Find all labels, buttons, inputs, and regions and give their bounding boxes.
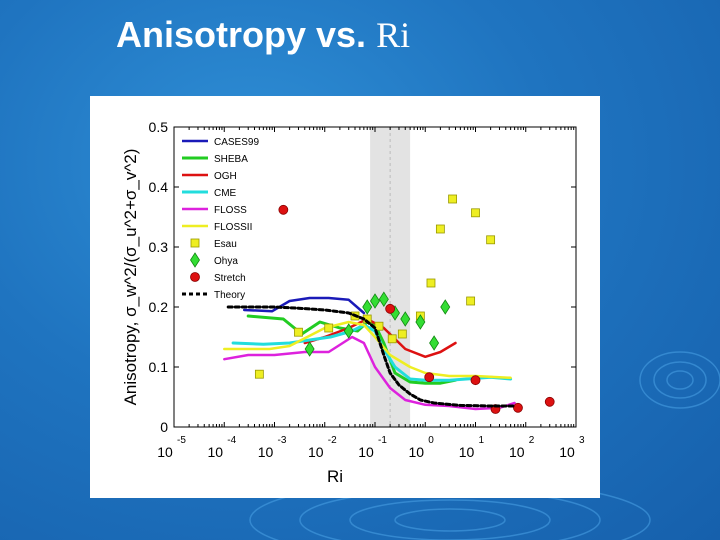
legend-label: Stretch bbox=[214, 273, 246, 284]
data-point-esau bbox=[466, 296, 476, 306]
data-point-stretch bbox=[385, 303, 396, 314]
series-floss bbox=[223, 335, 516, 411]
legend-swatch-ohya bbox=[190, 252, 200, 268]
y-tick-label: 0.4 bbox=[149, 179, 169, 195]
series-line-theory bbox=[226, 305, 517, 408]
y-tick-label: 0.2 bbox=[149, 299, 169, 315]
data-point-stretch bbox=[278, 204, 289, 215]
series-line-flossii bbox=[223, 320, 512, 380]
data-point-ohya bbox=[304, 341, 315, 357]
data-point-stretch bbox=[544, 396, 555, 407]
data-point-esau bbox=[294, 327, 303, 337]
series-ogh bbox=[303, 317, 457, 359]
legend-label: SHEBA bbox=[214, 154, 248, 165]
series-line-cases99 bbox=[242, 296, 366, 315]
x-tick-exponent: -4 bbox=[227, 435, 236, 446]
data-point-stretch bbox=[424, 372, 435, 383]
x-tick-exponent: 1 bbox=[479, 435, 485, 446]
x-tick-exponent: -2 bbox=[328, 435, 337, 446]
x-tick-exponent: 2 bbox=[529, 435, 535, 446]
data-point-esau bbox=[448, 194, 457, 204]
data-point-stretch bbox=[470, 375, 481, 386]
y-tick-label: 0.1 bbox=[149, 359, 169, 375]
data-point-ohya bbox=[415, 314, 426, 330]
legend-label: Esau bbox=[214, 239, 237, 250]
anisotropy-chart: 00.10.20.30.40.510-510-410-310-210-11001… bbox=[121, 119, 585, 486]
slide-title-math: Ri bbox=[376, 15, 411, 55]
data-point-ohya bbox=[378, 291, 389, 307]
legend-label: CASES99 bbox=[214, 137, 259, 148]
legend: CASES99 SHEBA OGH CME FLOSS FLOSSII Esau Ohya St… bbox=[182, 137, 259, 301]
series-flossii bbox=[223, 320, 512, 380]
x-tick-label: 10 bbox=[207, 444, 223, 460]
data-point-ohya bbox=[429, 335, 440, 351]
data-point-esau bbox=[387, 334, 397, 344]
data-point-esau bbox=[254, 369, 264, 379]
data-point-esau bbox=[374, 321, 384, 331]
data-point-ohya bbox=[400, 311, 411, 327]
series-sheba bbox=[246, 314, 457, 385]
legend-label: FLOSSII bbox=[214, 222, 252, 233]
series-cases99 bbox=[242, 296, 366, 315]
data-point-ohya bbox=[343, 323, 354, 339]
data-point-esau bbox=[471, 208, 480, 218]
y-tick-label: 0 bbox=[160, 419, 168, 435]
slide-title-text: Anisotropy vs. bbox=[116, 14, 367, 55]
legend-label: FLOSS bbox=[214, 205, 247, 216]
legend-swatch-stretch bbox=[190, 272, 200, 282]
legend-label: CME bbox=[214, 188, 237, 199]
legend-label: OGH bbox=[214, 171, 237, 182]
slide-title: Anisotropy vs. Ri bbox=[116, 14, 410, 56]
data-point-ohya bbox=[362, 299, 373, 315]
series-line-ogh bbox=[303, 317, 457, 359]
x-tick-exponent: 3 bbox=[579, 435, 585, 446]
data-point-esau bbox=[426, 278, 436, 288]
data-point-ohya bbox=[370, 293, 380, 309]
series-theory bbox=[226, 305, 517, 408]
x-tick-label: 10 bbox=[258, 444, 274, 460]
y-tick-label: 0.3 bbox=[149, 239, 169, 255]
x-tick-label: 10 bbox=[559, 444, 575, 460]
data-point-esau bbox=[397, 329, 407, 339]
legend-label: Ohya bbox=[214, 256, 238, 267]
y-tick-label: 0.5 bbox=[149, 119, 169, 135]
chart-panel: 0 0.1 0.2 0.3 0.4 0.5 10 -5 10 -4 10 -3 10 -2 10 -1 10 0 1… bbox=[90, 96, 600, 498]
x-tick-label: 10 bbox=[509, 444, 525, 460]
x-tick-exponent: -3 bbox=[278, 435, 287, 446]
x-tick-exponent: -5 bbox=[177, 435, 186, 446]
series-line-floss bbox=[223, 335, 516, 411]
x-tick-label: 10 bbox=[308, 444, 324, 460]
legend-swatch-esau bbox=[190, 238, 200, 248]
x-tick-exponent: -1 bbox=[378, 435, 387, 446]
x-tick-exponent: 0 bbox=[428, 435, 434, 446]
y-axis-label: Anisotropy, σ_w^2/(σ_u^2+σ_v^2) bbox=[121, 149, 140, 406]
x-tick-label: 10 bbox=[459, 444, 475, 460]
data-point-esau bbox=[435, 224, 445, 234]
data-point-esau bbox=[324, 323, 334, 333]
data-point-stretch bbox=[513, 402, 523, 413]
x-tick-label: 10 bbox=[408, 444, 424, 460]
data-point-ohya bbox=[440, 299, 451, 315]
legend-label: Theory bbox=[214, 290, 245, 301]
data-point-esau bbox=[486, 235, 496, 245]
x-tick-label: 10 bbox=[358, 444, 374, 460]
x-axis-label: Ri bbox=[327, 467, 343, 486]
x-tick-label: 10 bbox=[157, 444, 173, 460]
series-line-sheba bbox=[246, 314, 457, 385]
